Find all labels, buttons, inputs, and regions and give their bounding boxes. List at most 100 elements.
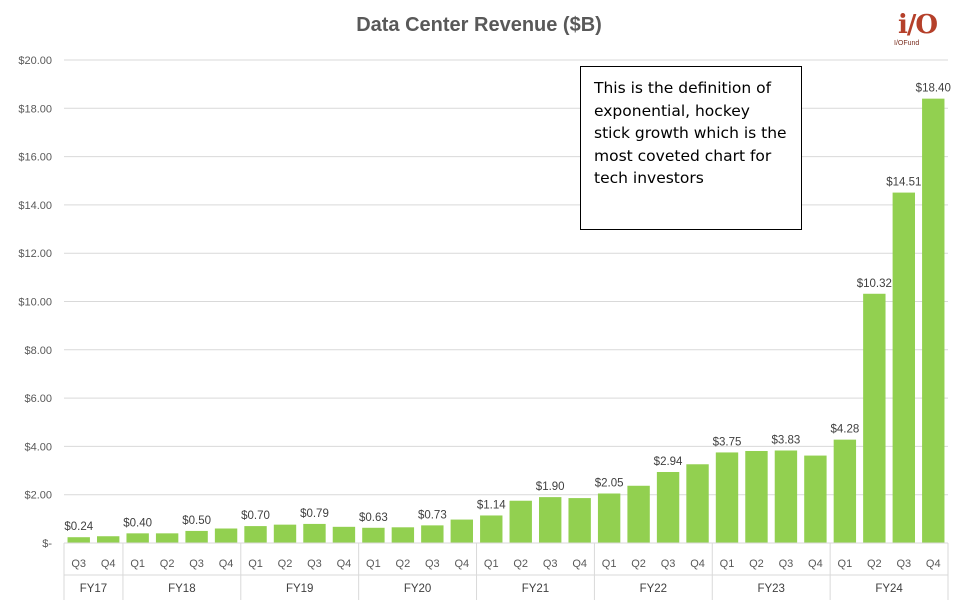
bar [244, 526, 267, 543]
io-fund-logo: i/O I/OFund [892, 10, 942, 52]
fiscal-year-label: FY21 [522, 583, 550, 595]
quarter-label: Q2 [160, 558, 175, 570]
quarter-label: Q1 [602, 558, 617, 570]
data-label: $0.70 [241, 510, 270, 522]
data-label: $0.73 [418, 509, 447, 521]
quarter-label: Q4 [572, 558, 587, 570]
bar [804, 455, 827, 543]
logo-mark: i/O [898, 10, 938, 40]
data-label: $2.94 [654, 456, 683, 468]
bar [273, 524, 297, 543]
bar [774, 450, 798, 543]
y-tick-label: $16.00 [18, 152, 52, 164]
bar [892, 192, 915, 543]
quarter-label: Q2 [867, 558, 882, 570]
bar [391, 527, 415, 543]
annotation-callout: This is the definition of exponential, h… [580, 66, 802, 230]
y-tick-label: $20.00 [18, 55, 52, 67]
data-label: $14.51 [886, 177, 921, 189]
y-tick-label: $4.00 [24, 441, 52, 453]
quarter-label: Q3 [661, 558, 676, 570]
data-label: $18.40 [916, 83, 951, 95]
bar [922, 98, 945, 543]
bar [155, 533, 179, 543]
y-tick-label: $- [42, 538, 52, 550]
data-label: $0.40 [123, 517, 152, 529]
data-label: $10.32 [857, 278, 892, 290]
fiscal-year-label: FY22 [640, 583, 668, 595]
y-tick-label: $10.00 [18, 297, 52, 309]
quarter-label: Q1 [248, 558, 263, 570]
data-label: $4.28 [830, 424, 859, 436]
quarter-label: Q2 [278, 558, 293, 570]
fiscal-year-label: FY19 [286, 583, 314, 595]
data-label: $1.14 [477, 499, 506, 511]
quarter-label: Q3 [543, 558, 558, 570]
quarter-label: Q2 [513, 558, 528, 570]
bar [597, 493, 621, 543]
bar [656, 471, 680, 543]
quarter-label: Q1 [720, 558, 735, 570]
quarter-label: Q3 [779, 558, 794, 570]
bar [539, 497, 562, 543]
bar [686, 464, 709, 543]
quarter-label: Q3 [425, 558, 440, 570]
bar [421, 525, 444, 543]
chart-title: Data Center Revenue ($B) [356, 14, 602, 36]
bar [745, 450, 768, 543]
bar [214, 528, 238, 543]
data-label: $3.75 [713, 436, 742, 448]
bar [67, 537, 90, 543]
bar [480, 515, 503, 543]
quarter-label: Q1 [366, 558, 381, 570]
quarter-label: Q4 [337, 558, 352, 570]
quarter-label: Q4 [808, 558, 823, 570]
y-tick-label: $12.00 [18, 248, 52, 260]
bar [185, 530, 208, 543]
fiscal-year-label: FY24 [875, 583, 903, 595]
y-tick-label: $14.00 [18, 200, 52, 212]
quarter-label: Q3 [189, 558, 204, 570]
quarter-label: Q3 [307, 558, 322, 570]
quarter-label: Q2 [396, 558, 411, 570]
quarter-label: Q2 [749, 558, 764, 570]
bar [715, 452, 739, 543]
data-label: $0.50 [182, 515, 211, 527]
bar [627, 485, 650, 543]
quarter-label: Q2 [631, 558, 646, 570]
data-label: $3.83 [772, 435, 801, 447]
bar [863, 293, 886, 543]
quarter-label: Q4 [219, 558, 234, 570]
bar [509, 500, 532, 543]
data-label: $0.63 [359, 512, 388, 524]
quarter-label: Q4 [690, 558, 705, 570]
y-tick-label: $8.00 [24, 345, 52, 357]
bar [450, 519, 473, 543]
y-tick-label: $18.00 [18, 103, 52, 115]
fiscal-year-label: FY18 [168, 583, 196, 595]
bar [332, 526, 356, 543]
fiscal-year-label: FY23 [757, 583, 785, 595]
quarter-label: Q4 [926, 558, 941, 570]
y-tick-label: $6.00 [24, 393, 52, 405]
fiscal-year-label: FY20 [404, 583, 432, 595]
quarter-label: Q1 [130, 558, 145, 570]
bar [833, 439, 857, 543]
bar [568, 498, 591, 543]
data-label: $2.05 [595, 477, 624, 489]
quarter-label: Q4 [101, 558, 116, 570]
data-label: $0.79 [300, 508, 329, 520]
y-tick-label: $2.00 [24, 490, 52, 502]
quarter-label: Q4 [454, 558, 469, 570]
logo-text: I/OFund [894, 40, 920, 47]
bar [97, 536, 120, 543]
bar [362, 527, 385, 543]
data-label: $1.90 [536, 481, 565, 493]
data-label: $0.24 [64, 521, 93, 533]
quarter-label: Q3 [896, 558, 911, 570]
quarter-label: Q1 [484, 558, 499, 570]
quarter-label: Q3 [71, 558, 86, 570]
bar [126, 533, 149, 543]
quarter-label: Q1 [838, 558, 853, 570]
